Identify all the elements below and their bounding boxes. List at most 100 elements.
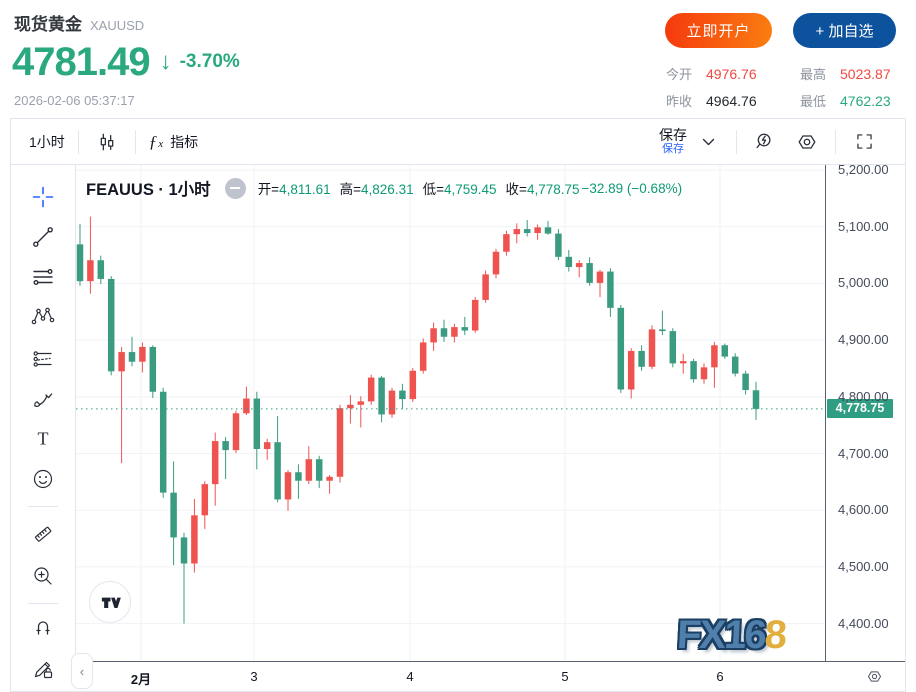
candle-body [347, 404, 354, 409]
magnet-icon[interactable] [30, 616, 56, 642]
add-watchlist-button[interactable]: + 加自选 [793, 13, 896, 48]
candle-body [201, 484, 209, 516]
chart-legend: FEAUUS · 1小时 开=4,811.61 高=4,826.31 低=4,7… [86, 176, 682, 200]
quote-header: 现货黄金 XAUUSD 4781.49 ↓ -3.70% 2026-02-06 … [0, 0, 916, 118]
candle-body [97, 260, 105, 279]
candle-body [211, 441, 219, 485]
last-price: 4781.49 [12, 40, 151, 84]
chart-plot-area[interactable]: FEAUUS · 1小时 开=4,811.61 高=4,826.31 低=4,7… [76, 165, 825, 661]
candle-body [544, 227, 552, 234]
candle-body [326, 476, 333, 481]
x-axis-label: 2月 [130, 672, 152, 687]
candle-body [232, 413, 240, 451]
stat-prev-close: 昨收 4964.76 [666, 93, 757, 109]
instrument-symbol: XAUUSD [90, 18, 145, 33]
fx-icon: ƒ [148, 131, 158, 151]
price-row: 4781.49 ↓ -3.70% [12, 40, 240, 84]
candle-body [295, 472, 302, 481]
candles-style-icon[interactable] [92, 127, 122, 157]
save-button[interactable]: 保存 保存 [659, 126, 687, 156]
candle-body [180, 537, 188, 564]
candle-body [471, 299, 479, 331]
trend-line-icon[interactable] [30, 224, 56, 250]
candle-body [596, 271, 604, 283]
candle-body [159, 391, 167, 493]
candle-body [243, 398, 250, 414]
candle-body [461, 327, 469, 331]
candle-body [336, 408, 344, 477]
candlestick-chart[interactable] [76, 165, 825, 661]
xabcd-pattern-icon[interactable] [30, 304, 56, 330]
candle-body [274, 442, 281, 500]
toolbar-right: 保存 保存 [659, 127, 879, 157]
drawing-toolbar: T [11, 165, 76, 679]
candle-body [149, 346, 157, 392]
quick-search-icon[interactable] [750, 127, 780, 157]
candle-body [721, 345, 729, 357]
candle-body [752, 390, 760, 409]
time-axis[interactable]: ‹ 2月 3 4 5 6 [71, 653, 905, 691]
collapse-left-icon[interactable]: ‹ [71, 653, 93, 689]
stat-today-open: 今开 4976.76 [666, 66, 757, 82]
candle-body [367, 377, 375, 402]
candle-body [679, 361, 687, 364]
candle-body [690, 361, 697, 380]
candle-body [659, 329, 666, 332]
candle-body [118, 352, 125, 372]
candle-body [742, 373, 749, 391]
candle-body [128, 352, 136, 362]
candle-body [305, 459, 313, 481]
brush-icon[interactable] [30, 386, 56, 412]
text-tool-icon[interactable]: T [30, 426, 56, 452]
horizontal-lines-icon[interactable] [30, 264, 56, 290]
fullscreen-icon[interactable] [849, 127, 879, 157]
open-account-button[interactable]: 立即开户 [665, 13, 772, 48]
down-arrow-icon: ↓ [159, 48, 172, 75]
candle-body [76, 244, 84, 282]
zoom-in-icon[interactable] [30, 563, 56, 589]
candle-body [253, 398, 261, 449]
candle-body [419, 342, 427, 371]
candle-body [648, 329, 656, 367]
candle-body [669, 331, 677, 364]
chevron-down-icon[interactable] [693, 127, 723, 157]
candle-body [170, 492, 177, 538]
y-axis-label: 4,900.00 [838, 332, 889, 348]
candle-body [315, 459, 323, 481]
ruler-icon[interactable] [30, 521, 56, 547]
candle-body [263, 442, 271, 449]
minus-circle-icon[interactable] [224, 177, 246, 199]
draw-lock-icon[interactable] [30, 656, 56, 682]
chart-main: T [11, 162, 905, 679]
candle-body [523, 229, 531, 234]
candle-body [399, 390, 406, 400]
stat-high: 最高 5023.87 [800, 66, 891, 82]
crosshair-icon[interactable] [30, 184, 56, 210]
x-axis-label: 6 [716, 669, 724, 684]
emoji-icon[interactable] [30, 466, 56, 492]
candle-body [617, 307, 625, 390]
candle-body [139, 346, 146, 362]
x-axis-label: 4 [406, 669, 414, 684]
candle-body [357, 401, 365, 405]
candle-body [638, 350, 645, 367]
candle-body [440, 328, 448, 337]
price-axis[interactable]: 4,778.75 5,200.00 5,100.00 5,000.00 4,900.0… [825, 162, 905, 661]
candle-body [607, 271, 614, 308]
candle-body [565, 256, 573, 268]
candle-body [378, 377, 385, 415]
tools-divider [28, 603, 58, 604]
axis-settings-icon[interactable] [866, 668, 883, 690]
legend-change: −32.89 (−0.68%) [581, 180, 683, 196]
candle-body [700, 367, 708, 380]
candle-body [284, 472, 292, 500]
y-axis-label: 4,700.00 [838, 445, 889, 461]
candle-body [492, 251, 500, 275]
candle-body [513, 229, 521, 235]
long-position-icon[interactable] [30, 346, 56, 372]
settings-icon[interactable] [792, 127, 822, 157]
tradingview-logo[interactable] [89, 581, 131, 623]
interval-button[interactable]: 1小时 [29, 133, 65, 150]
